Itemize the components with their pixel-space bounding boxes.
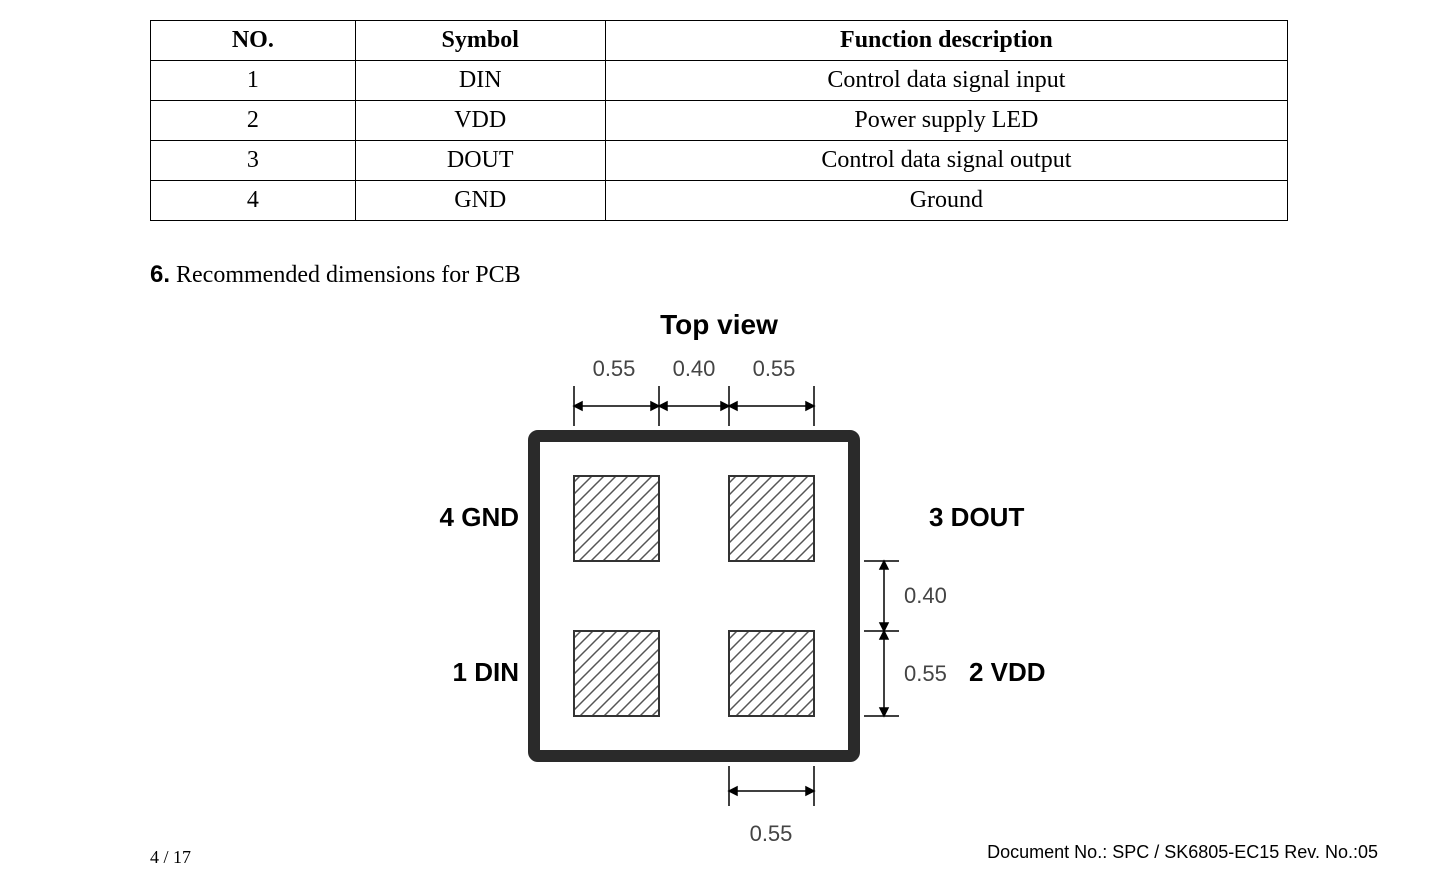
dim-top-left: 0.55 (593, 356, 636, 381)
page-number: 4 / 17 (150, 847, 191, 868)
dim-right-mid: 0.40 (904, 583, 947, 608)
label-3-dout: 3 DOUT (929, 502, 1024, 532)
pin-table: NO. Symbol Function description 1DINCont… (150, 20, 1288, 221)
cell-no: 3 (151, 141, 356, 181)
table-row: 4GNDGround (151, 181, 1288, 221)
table-row: 1DINControl data signal input (151, 61, 1288, 101)
dim-top-mid: 0.40 (673, 356, 716, 381)
th-func: Function description (605, 21, 1287, 61)
dim-lines-right (864, 561, 899, 716)
cell-func: Control data signal input (605, 61, 1287, 101)
cell-func: Power supply LED (605, 101, 1287, 141)
dim-bottom: 0.55 (750, 821, 793, 846)
pad-2-vdd (729, 631, 814, 716)
label-1-din: 1 DIN (453, 657, 519, 687)
table-row: 2VDDPower supply LED (151, 101, 1288, 141)
cell-symbol: DIN (355, 61, 605, 101)
cell-func: Ground (605, 181, 1287, 221)
dim-right-bot: 0.55 (904, 661, 947, 686)
section-heading: 6. Recommended dimensions for PCB (150, 261, 1288, 289)
dim-lines-top (574, 386, 814, 426)
section-number: 6. (150, 261, 170, 288)
table-header-row: NO. Symbol Function description (151, 21, 1288, 61)
table-body: 1DINControl data signal input2VDDPower s… (151, 61, 1288, 221)
cell-func: Control data signal output (605, 141, 1287, 181)
dim-lines-bottom (729, 766, 814, 806)
document-number: Document No.: SPC / SK6805-EC15 Rev. No.… (987, 842, 1378, 863)
pcb-diagram: 0.55 0.40 0.55 4 GND (369, 351, 1069, 876)
th-symbol: Symbol (355, 21, 605, 61)
cell-no: 1 (151, 61, 356, 101)
pad-3-dout (729, 476, 814, 561)
th-no: NO. (151, 21, 356, 61)
table-row: 3DOUTControl data signal output (151, 141, 1288, 181)
cell-symbol: DOUT (355, 141, 605, 181)
cell-symbol: GND (355, 181, 605, 221)
label-2-vdd: 2 VDD (969, 657, 1046, 687)
section-title: Recommended dimensions for PCB (176, 262, 521, 288)
diagram-title: Top view (150, 309, 1288, 341)
label-4-gnd: 4 GND (440, 502, 519, 532)
cell-symbol: VDD (355, 101, 605, 141)
pad-1-din (574, 631, 659, 716)
pad-4-gnd (574, 476, 659, 561)
dim-top-right: 0.55 (753, 356, 796, 381)
cell-no: 2 (151, 101, 356, 141)
cell-no: 4 (151, 181, 356, 221)
